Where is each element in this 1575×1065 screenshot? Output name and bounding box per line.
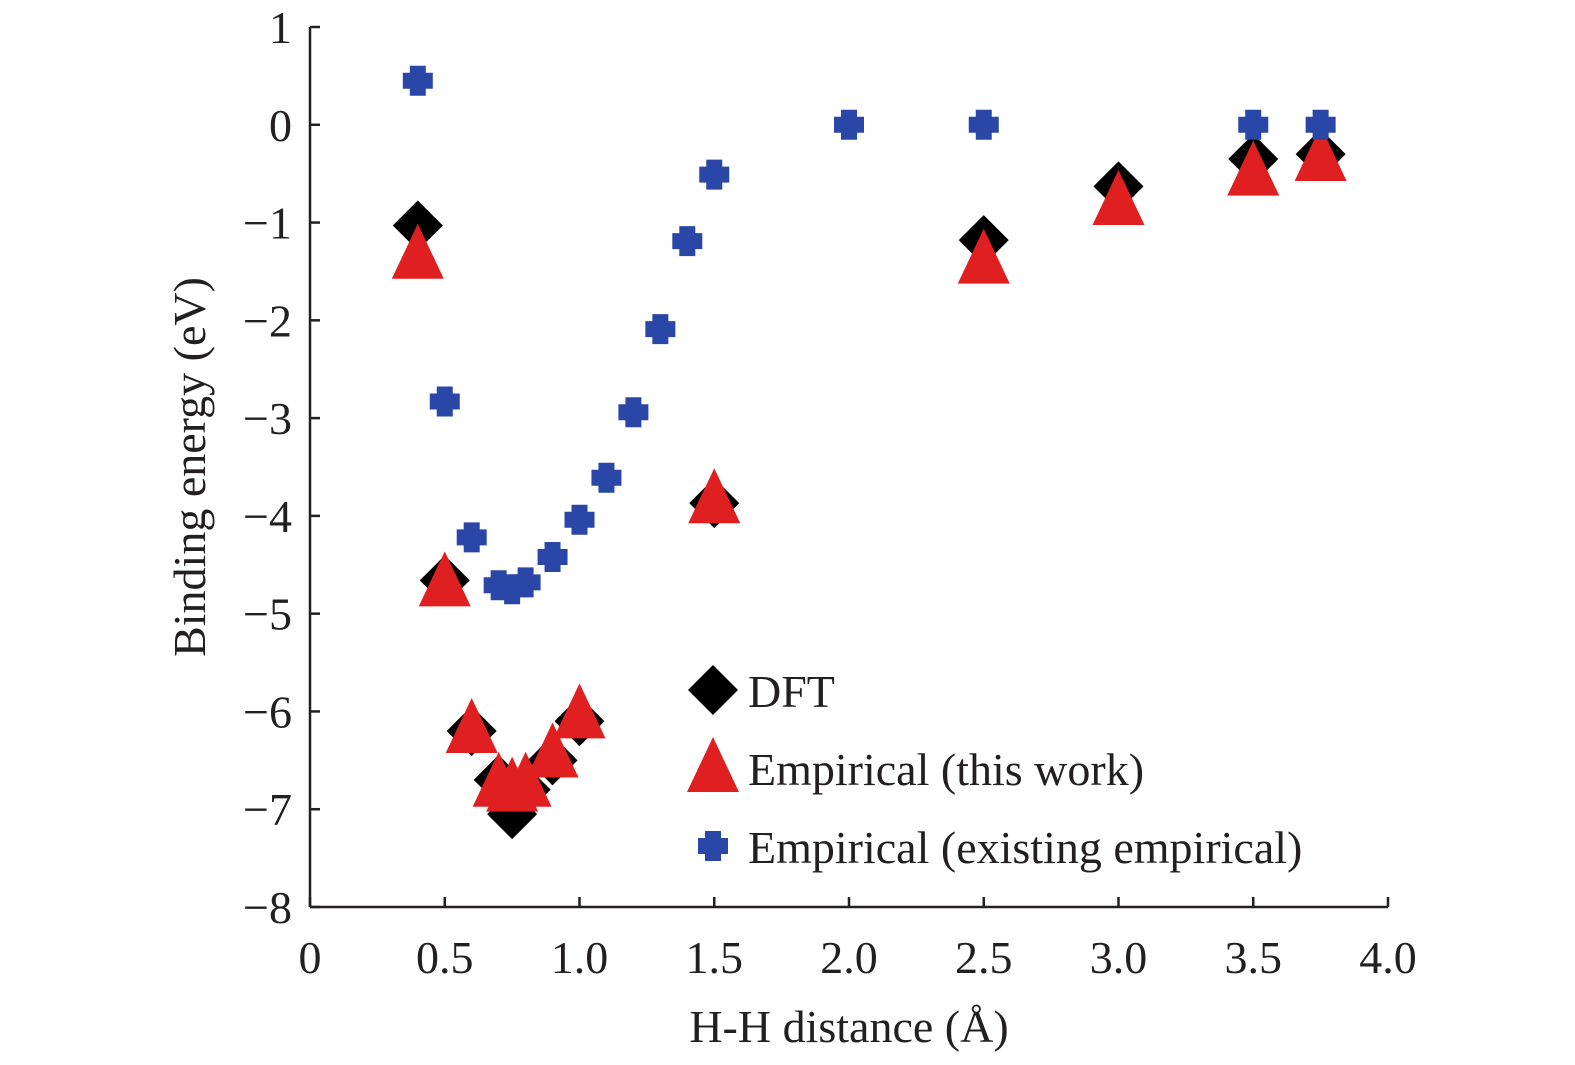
axes: 0 0.5 1.0 1.5 2.0 2.5 3.0 3.5 4.0 1 0 −1 −2 −3 −4 −5 −6 −… bbox=[243, 2, 1417, 983]
y-tick-label: −2 bbox=[243, 295, 292, 346]
y-tick-label: −7 bbox=[243, 784, 292, 835]
empirical-existing-point bbox=[402, 65, 433, 96]
empirical-existing-point bbox=[537, 541, 568, 572]
y-tick-label: −4 bbox=[243, 491, 292, 542]
x-tick-label: 1.0 bbox=[551, 932, 609, 983]
legend-item: DFT bbox=[688, 665, 835, 717]
empirical-this-work-point bbox=[553, 683, 606, 739]
legend-label: Empirical (existing empirical) bbox=[748, 822, 1302, 873]
legend-label: DFT bbox=[748, 666, 835, 717]
empirical-this-work-point bbox=[418, 551, 471, 607]
x-axis-label: H-H distance (Å) bbox=[689, 1001, 1008, 1052]
series-dft bbox=[392, 129, 1346, 840]
empirical-existing-point bbox=[591, 462, 622, 493]
x-tick-label: 2.5 bbox=[955, 932, 1013, 983]
y-tick-label: −1 bbox=[243, 198, 292, 249]
empirical-this-work-point bbox=[391, 223, 444, 279]
empirical-existing-point bbox=[618, 397, 649, 428]
legend-label: Empirical (this work) bbox=[748, 744, 1144, 795]
empirical-existing-point bbox=[1305, 109, 1336, 140]
legend: DFT Empirical (this work) Empirical (exist… bbox=[687, 665, 1302, 873]
empirical-existing-point bbox=[1238, 109, 1269, 140]
empirical-this-work-point bbox=[526, 722, 579, 778]
y-tick-label: −3 bbox=[243, 393, 292, 444]
x-tick-label: 4.0 bbox=[1359, 932, 1417, 983]
empirical-existing-point bbox=[429, 386, 460, 417]
y-tick-label: 0 bbox=[269, 100, 292, 151]
y-tick-label: −5 bbox=[243, 589, 292, 640]
empirical-this-work-point bbox=[1227, 140, 1280, 196]
y-tick-label: 1 bbox=[269, 2, 292, 53]
empirical-this-work-point bbox=[1294, 126, 1347, 181]
data-marks bbox=[391, 65, 1347, 840]
empirical-existing-point bbox=[510, 567, 541, 598]
empirical-existing-point bbox=[968, 109, 999, 140]
y-axis-label: Binding energy (eV) bbox=[164, 277, 215, 657]
empirical-this-work-point bbox=[1092, 170, 1145, 225]
legend-marker bbox=[688, 665, 738, 715]
legend-item: Empirical (existing empirical) bbox=[698, 822, 1302, 873]
y-tick-label: −6 bbox=[243, 686, 292, 737]
empirical-this-work-point bbox=[499, 751, 552, 807]
x-tick-label: 0.5 bbox=[416, 932, 474, 983]
empirical-existing-point bbox=[699, 159, 730, 190]
x-tick-label: 3.0 bbox=[1090, 932, 1148, 983]
x-tick-label: 1.5 bbox=[686, 932, 744, 983]
empirical-existing-point bbox=[564, 504, 595, 535]
x-tick-label: 2.0 bbox=[820, 932, 878, 983]
legend-marker bbox=[698, 831, 728, 861]
empirical-existing-point bbox=[672, 226, 703, 257]
empirical-this-work-point bbox=[445, 698, 498, 753]
empirical-this-work-point bbox=[688, 468, 741, 524]
series-empirical-existing bbox=[402, 65, 1336, 605]
series-empirical-this-work bbox=[391, 126, 1347, 812]
y-tick-label: −8 bbox=[243, 882, 292, 933]
legend-item: Empirical (this work) bbox=[687, 737, 1144, 795]
empirical-this-work-point bbox=[957, 228, 1010, 284]
x-tick-label: 0 bbox=[299, 932, 322, 983]
empirical-existing-point bbox=[834, 109, 864, 140]
x-tick-label: 3.5 bbox=[1225, 932, 1283, 983]
empirical-existing-point bbox=[645, 314, 676, 345]
legend-marker bbox=[687, 737, 739, 792]
empirical-existing-point bbox=[456, 522, 487, 553]
